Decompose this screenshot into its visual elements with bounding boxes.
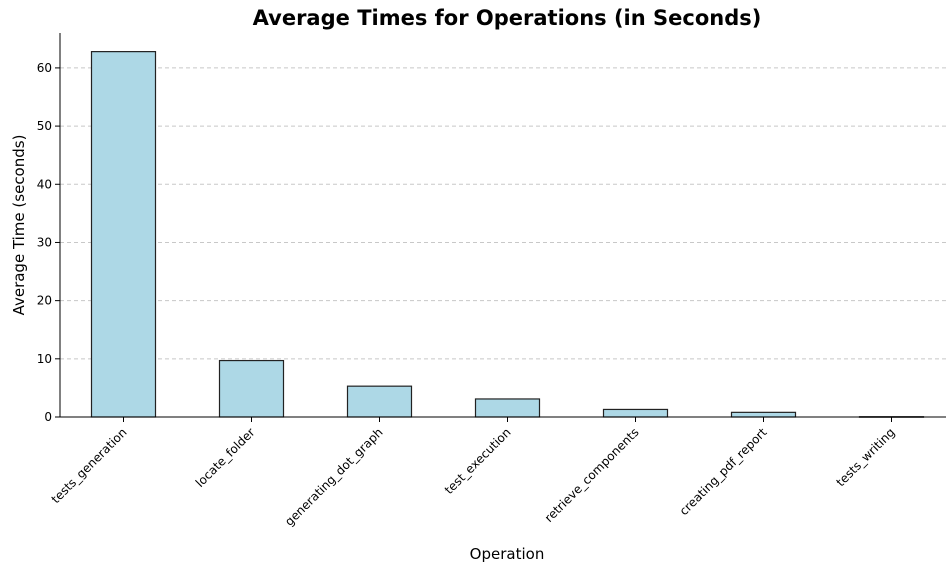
- y-tick-label: 10: [37, 352, 52, 366]
- y-axis-label: Average Time (seconds): [10, 135, 28, 316]
- x-tick-label: creating_pdf_report: [677, 425, 770, 518]
- bar-test-execution: [474, 398, 541, 418]
- bar-retrieve-components: [602, 408, 669, 418]
- bar-locate-folder: [218, 359, 285, 418]
- y-ticks: 0 10 20 30 40 50 60: [37, 61, 60, 424]
- chart-title: Average Times for Operations (in Seconds…: [253, 6, 762, 30]
- grid-lines: [60, 67, 946, 360]
- bar-creating-pdf-report: [730, 411, 797, 418]
- axes: [59, 33, 946, 418]
- bar-generating-dot-graph: [346, 385, 413, 418]
- y-tick-label: 40: [37, 177, 52, 191]
- bars: [90, 51, 925, 418]
- x-ticks: tests_generation locate_folder generating_…: [49, 417, 898, 529]
- y-tick-label: 0: [44, 410, 52, 424]
- y-tick-label: 20: [37, 294, 52, 308]
- y-tick-label: 50: [37, 119, 52, 133]
- y-tick-label: 60: [37, 61, 52, 75]
- y-tick-label: 30: [37, 235, 52, 249]
- x-tick-label: locate_folder: [193, 425, 258, 490]
- x-tick-label: generating_dot_graph: [282, 425, 385, 528]
- x-tick-label: test_execution: [442, 425, 514, 497]
- x-tick-label: tests_generation: [49, 425, 130, 506]
- bar-tests-generation: [90, 51, 157, 418]
- x-tick-label: tests_writing: [834, 425, 898, 489]
- x-axis-label: Operation: [470, 545, 545, 563]
- x-tick-label: retrieve_components: [542, 425, 642, 525]
